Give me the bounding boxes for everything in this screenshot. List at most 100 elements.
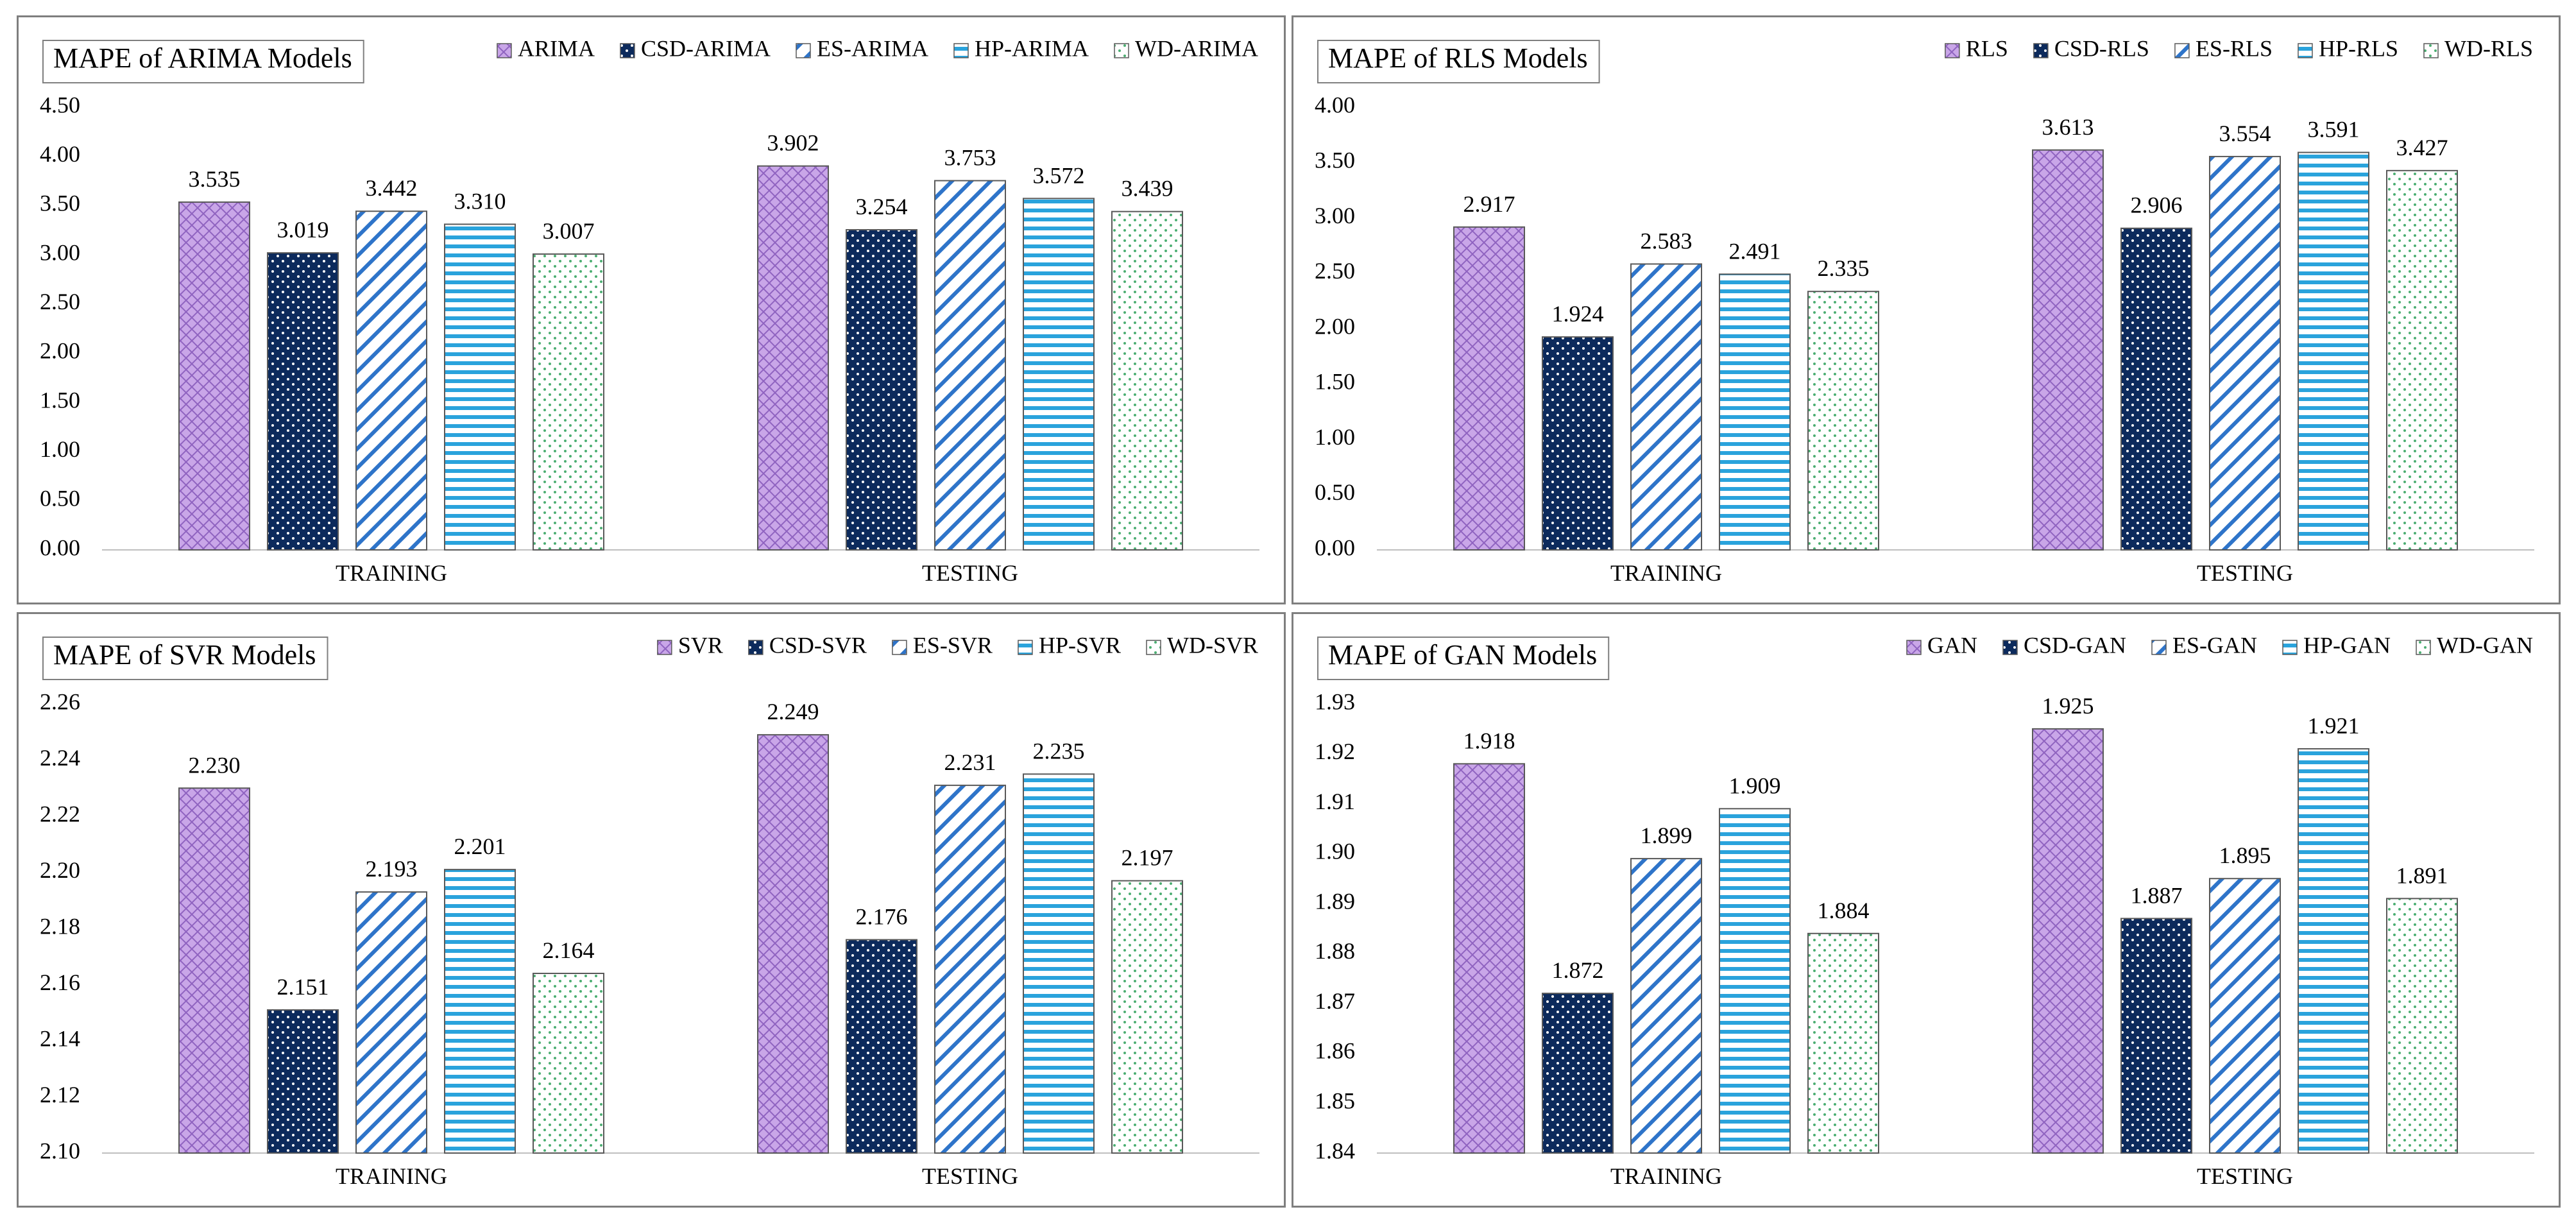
bar <box>355 210 427 551</box>
data-label: 2.193 <box>366 856 418 882</box>
legend-swatch <box>620 43 635 58</box>
legend-swatch <box>2423 43 2439 58</box>
y-tick-label: 2.18 <box>40 913 80 939</box>
data-label: 3.254 <box>856 194 908 219</box>
bar <box>2120 227 2192 551</box>
bar <box>444 869 516 1154</box>
y-tick-label: 2.14 <box>40 1025 80 1051</box>
legend-swatch <box>1906 640 1922 655</box>
data-label: 2.335 <box>1818 255 1870 281</box>
y-tick-label: 0.50 <box>40 486 80 511</box>
y-tick-label: 3.50 <box>40 191 80 216</box>
chart-legend: SVR CSD-SVR ES-SVR HP-SVR WD-SVR <box>657 632 1258 658</box>
chart-panel-svr: MAPE of SVR Models SVR CSD-SVR ES-SVR HP-SVR… <box>17 612 1286 1208</box>
bar <box>2209 878 2281 1154</box>
bar <box>444 223 516 551</box>
bar <box>934 180 1006 551</box>
legend-label: HP-ARIMA <box>975 35 1089 61</box>
chart-title: MAPE of GAN Models <box>1328 639 1597 671</box>
y-tick-label: 0.50 <box>1315 479 1355 505</box>
x-tick-label: TESTING <box>922 1163 1018 1189</box>
data-label: 3.535 <box>189 166 241 192</box>
legend-swatch <box>2174 43 2190 58</box>
y-tick-label: 1.84 <box>1315 1138 1355 1163</box>
legend-label: ES-ARIMA <box>817 35 928 61</box>
legend-label: HP-GAN <box>2303 632 2391 658</box>
bar <box>355 891 427 1154</box>
bar <box>934 784 1006 1154</box>
y-tick-label: 3.50 <box>1315 148 1355 173</box>
y-tick-label: 2.00 <box>1315 313 1355 339</box>
legend-swatch <box>1146 640 1161 655</box>
bar <box>2209 155 2281 551</box>
y-tick-label: 1.85 <box>1315 1088 1355 1113</box>
y-tick-label: 2.26 <box>40 688 80 714</box>
chart-title: MAPE of ARIMA Models <box>53 42 352 74</box>
legend-label: CSD-RLS <box>2054 35 2149 61</box>
data-label: 3.591 <box>2308 117 2360 142</box>
data-label: 3.439 <box>1122 176 1173 201</box>
legend-label: CSD-ARIMA <box>641 35 771 61</box>
chart-svg: MAPE of ARIMA Models ARIMA CSD-ARIMA ES-ARI… <box>40 35 1259 586</box>
chart-title: MAPE of SVR Models <box>53 639 316 671</box>
legend-label: SVR <box>678 632 723 658</box>
data-label: 2.197 <box>1122 845 1173 871</box>
bar <box>1542 993 1614 1154</box>
legend-swatch <box>657 640 672 655</box>
bar <box>2032 149 2104 551</box>
bar <box>1453 226 1525 551</box>
y-tick-label: 2.12 <box>40 1082 80 1108</box>
y-tick-label: 1.93 <box>1315 688 1355 714</box>
y-tick-label: 1.90 <box>1315 839 1355 864</box>
y-tick-label: 1.00 <box>1315 424 1355 450</box>
data-label: 2.249 <box>767 699 819 724</box>
legend-label: WD-ARIMA <box>1135 35 1258 61</box>
chart-title-group: MAPE of ARIMA Models <box>42 40 364 83</box>
y-tick-label: 4.50 <box>40 92 80 117</box>
chart-title-box <box>42 637 328 680</box>
x-tick-label: TESTING <box>2197 1163 2293 1189</box>
data-label: 2.235 <box>1033 738 1085 764</box>
bar <box>1630 858 1702 1154</box>
legend-swatch <box>892 640 907 655</box>
y-tick-label: 2.50 <box>1315 258 1355 284</box>
bar <box>1111 210 1183 551</box>
y-tick-label: 2.16 <box>40 970 80 995</box>
data-label: 1.921 <box>2308 713 2360 739</box>
y-tick-label: 2.50 <box>40 289 80 314</box>
data-label: 2.164 <box>543 937 595 963</box>
bar <box>533 973 604 1154</box>
y-tick-label: 1.86 <box>1315 1038 1355 1064</box>
x-tick-label: TRAINING <box>336 560 447 586</box>
data-label: 1.899 <box>1641 823 1693 848</box>
y-tick-label: 1.87 <box>1315 988 1355 1014</box>
y-tick-label: 1.91 <box>1315 789 1355 814</box>
bar <box>2032 728 2104 1154</box>
data-label: 2.917 <box>1463 191 1515 217</box>
chart-title: MAPE of RLS Models <box>1328 42 1588 74</box>
bar <box>1023 198 1095 551</box>
y-axis: 2.10 2.12 2.14 2.16 2.18 2.20 2.22 2.24 2.26 <box>40 688 80 1163</box>
legend-label: WD-RLS <box>2444 35 2533 61</box>
y-tick-label: 1.00 <box>40 436 80 462</box>
data-label: 3.442 <box>366 175 418 201</box>
data-label: 3.572 <box>1033 162 1085 188</box>
legend-swatch <box>2151 640 2167 655</box>
data-label: 3.902 <box>767 130 819 156</box>
chart-legend: GAN CSD-GAN ES-GAN HP-GAN WD-GAN <box>1906 632 2533 658</box>
bar <box>757 734 829 1154</box>
legend-swatch <box>1018 640 1033 655</box>
x-tick-label: TRAINING <box>1610 1163 1722 1189</box>
data-label: 1.924 <box>1552 301 1604 327</box>
x-tick-label: TESTING <box>922 560 1018 586</box>
legend-label: WD-GAN <box>2437 632 2533 658</box>
legend-swatch <box>2298 43 2313 58</box>
data-label: 3.753 <box>944 145 996 171</box>
legend-swatch <box>2416 640 2431 655</box>
y-axis: 0.00 0.50 1.00 1.50 2.00 2.50 3.00 3.50 4.00 4.50 <box>40 92 80 560</box>
legend-label: WD-SVR <box>1167 632 1258 658</box>
bar <box>178 201 250 551</box>
chart-svg: MAPE of GAN Models GAN CSD-GAN ES-GAN HP-GAN… <box>1315 632 2534 1189</box>
bar <box>2386 898 2458 1154</box>
bar <box>1807 932 1879 1154</box>
